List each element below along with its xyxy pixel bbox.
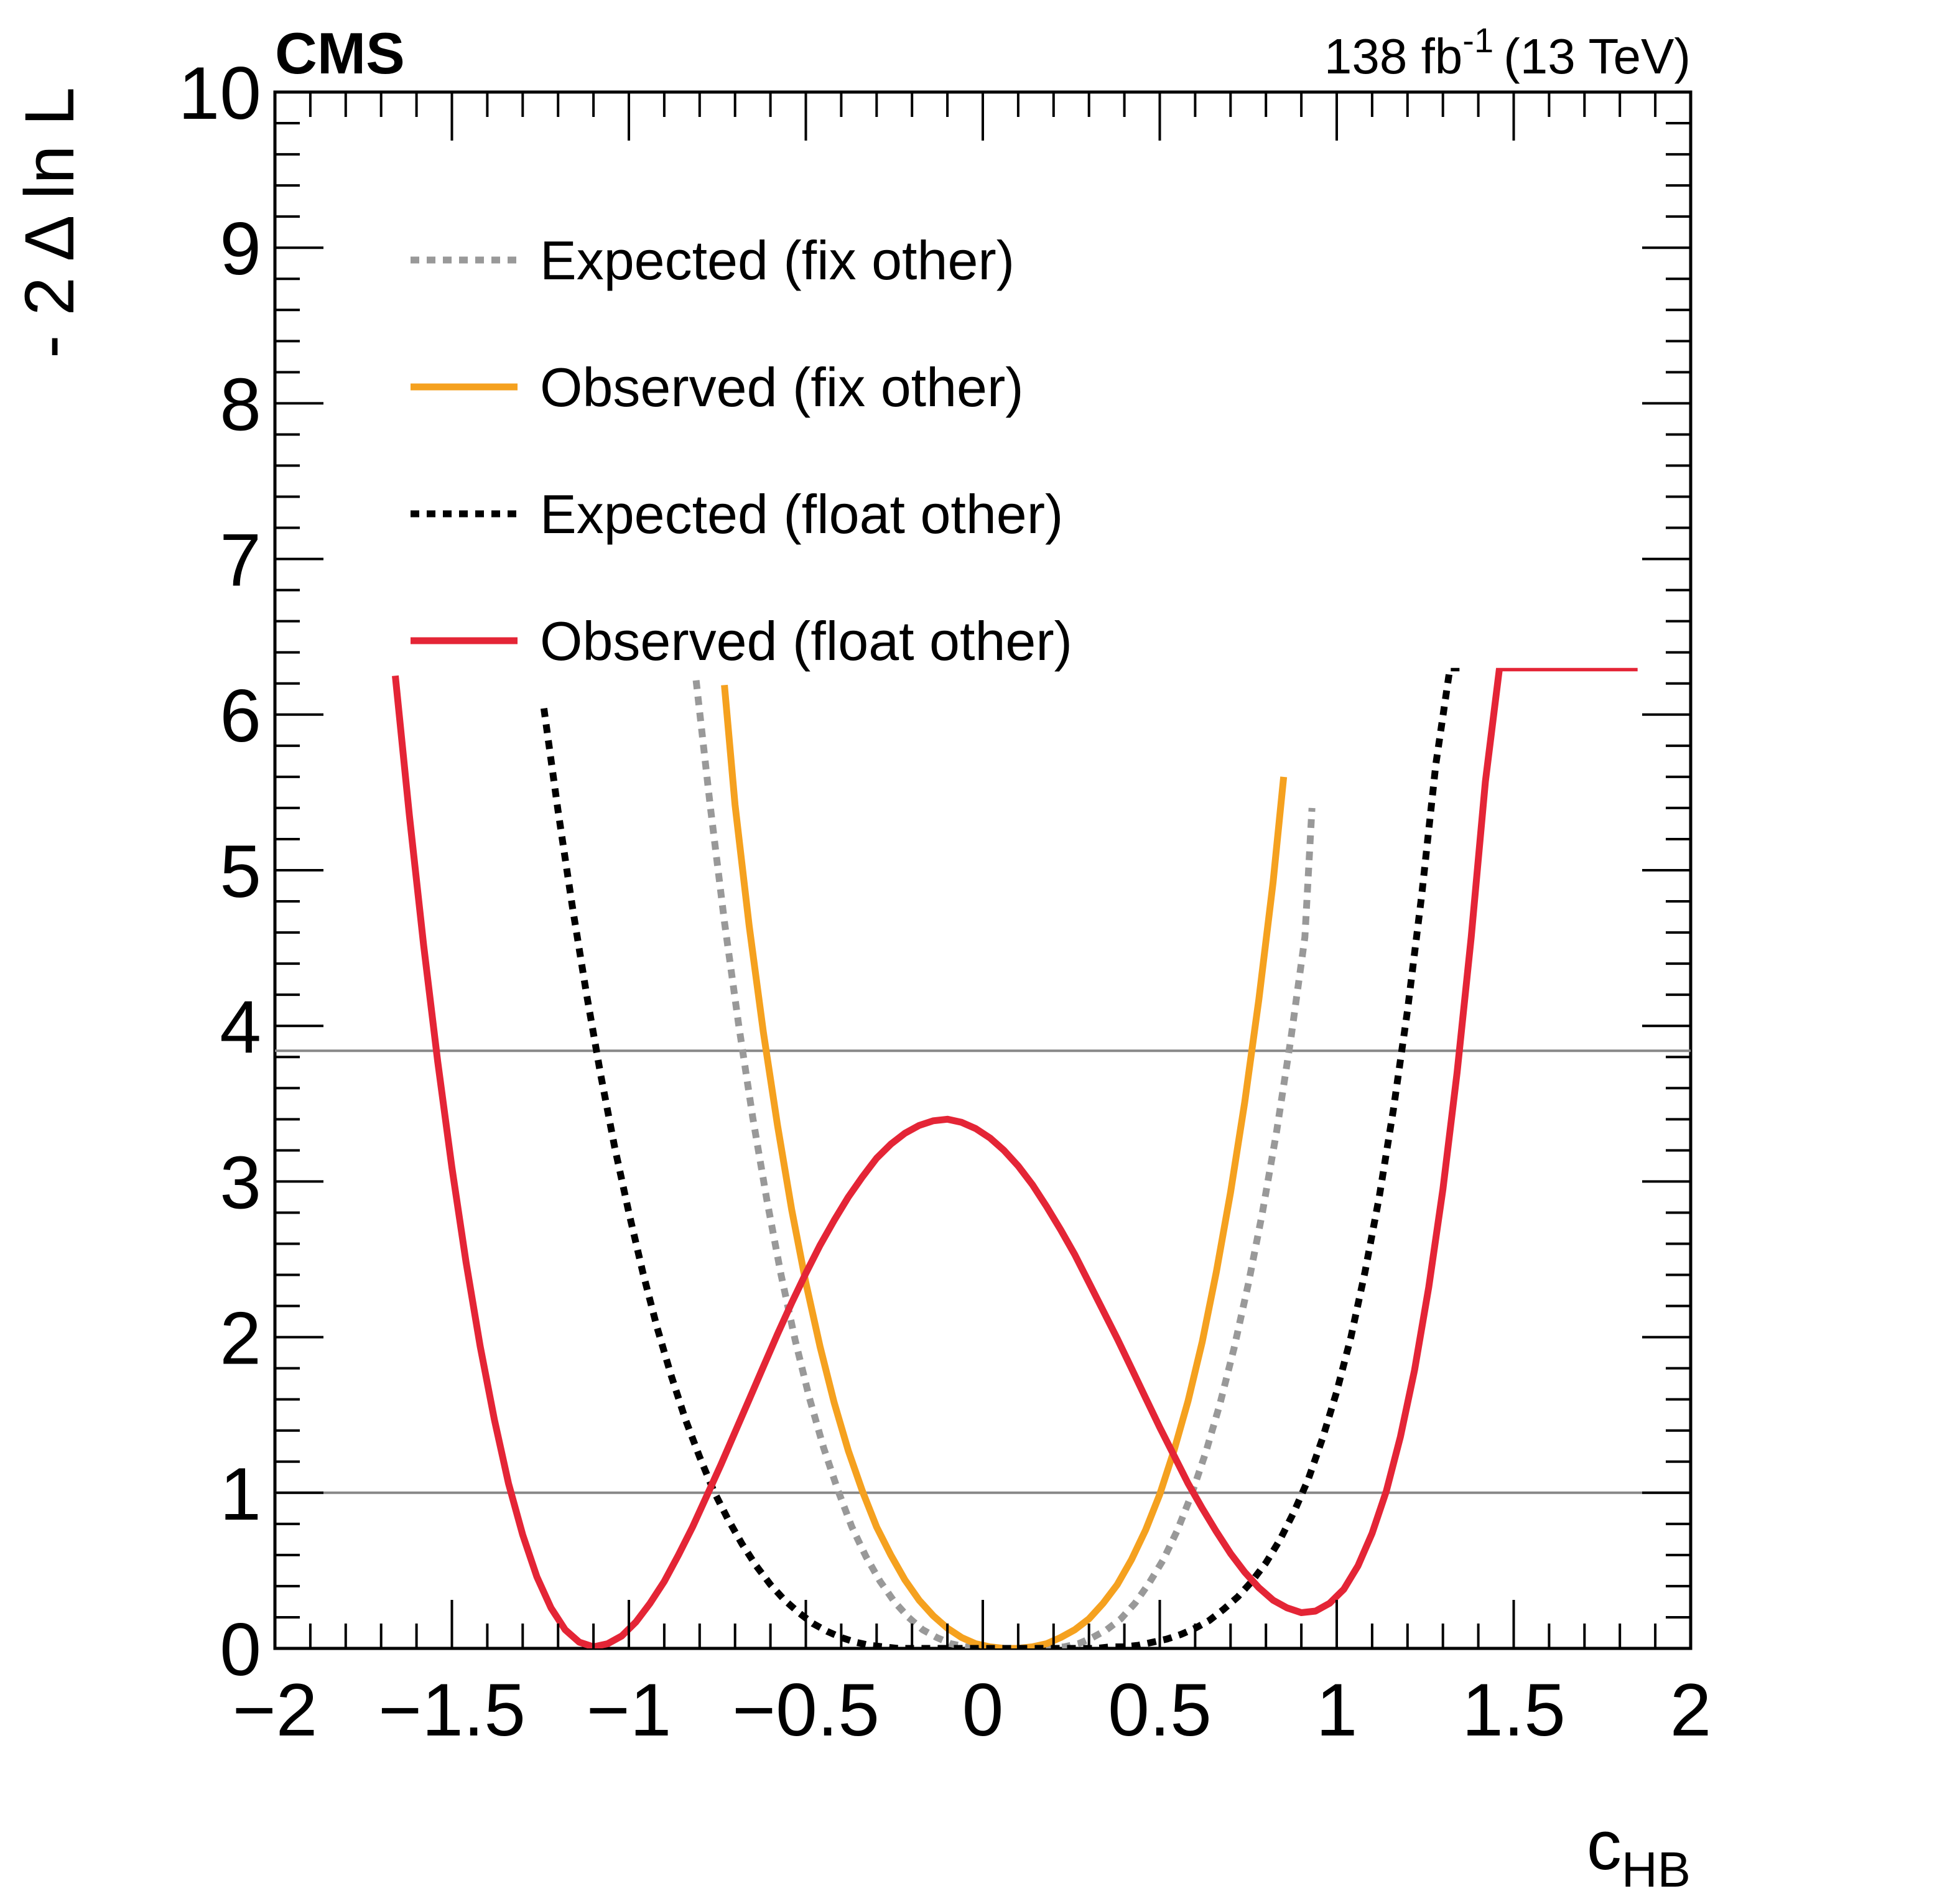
x-tick-label: −1 bbox=[587, 1668, 672, 1752]
x-tick-label: 0.5 bbox=[1108, 1668, 1212, 1752]
y-tick-label: 4 bbox=[220, 985, 261, 1069]
x-tick-label: 0 bbox=[962, 1668, 1004, 1752]
lumi-label: 138 fb-1 (13 TeV) bbox=[1324, 21, 1691, 84]
series-line-expected-fix-other bbox=[692, 680, 1316, 1648]
legend-label-expected-fix-other: Expected (fix other) bbox=[540, 230, 1015, 291]
series-line-observed-float-other bbox=[392, 667, 1638, 1648]
experiment-label: CMS bbox=[275, 21, 405, 86]
energy-label: (13 TeV) bbox=[1503, 29, 1691, 84]
x-axis-subscript: HB bbox=[1622, 1842, 1691, 1891]
y-tick-label: 0 bbox=[220, 1608, 261, 1691]
x-tick-label: 2 bbox=[1670, 1668, 1712, 1752]
y-tick-label: 9 bbox=[220, 207, 261, 290]
y-tick-label: 2 bbox=[220, 1297, 261, 1380]
x-tick-label: −1.5 bbox=[378, 1668, 526, 1752]
reference-lines-group bbox=[275, 1049, 1691, 1494]
x-tick-label: −0.5 bbox=[732, 1668, 880, 1752]
curves-group bbox=[392, 667, 1638, 1648]
legend: Expected (fix other) Observed (fix other)… bbox=[411, 230, 1072, 672]
legend-label-observed-fix-other: Observed (fix other) bbox=[540, 356, 1024, 418]
y-tick-label: 8 bbox=[220, 363, 261, 446]
x-tick-label: 1.5 bbox=[1462, 1668, 1566, 1752]
y-tick-label: 3 bbox=[220, 1141, 261, 1224]
y-tick-label: 6 bbox=[220, 674, 261, 758]
legend-label-observed-float-other: Observed (float other) bbox=[540, 610, 1072, 672]
x-tick-label: 1 bbox=[1316, 1668, 1358, 1752]
series-line-observed-fix-other bbox=[721, 684, 1288, 1648]
lumi-value: 138 fb bbox=[1324, 29, 1462, 84]
y-tick-label: 5 bbox=[220, 830, 261, 913]
x-axis-title: cHB bbox=[1587, 1806, 1691, 1891]
ticks-group: −2 −1.5 −1 −0.5 0 0.5 1 1.5 2 0 1 2 3 4 5 6 7 8 9 10 bbox=[179, 52, 1712, 1752]
legend-label-expected-float-other: Expected (float other) bbox=[540, 483, 1063, 545]
y-tick-label: 7 bbox=[220, 519, 261, 602]
x-tick-label: −2 bbox=[233, 1668, 318, 1752]
y-axis-title: - 2 Δ ln L bbox=[11, 87, 88, 358]
x-axis-symbol: c bbox=[1587, 1806, 1622, 1884]
series-line-expected-float-other bbox=[540, 667, 1461, 1648]
lumi-exponent: -1 bbox=[1462, 21, 1493, 60]
y-tick-label: 1 bbox=[220, 1452, 261, 1536]
y-tick-label: 10 bbox=[179, 52, 261, 135]
